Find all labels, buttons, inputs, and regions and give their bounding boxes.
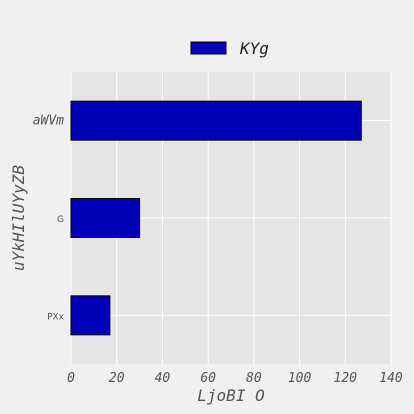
x-tick-label: 40: [155, 371, 171, 386]
x-tick-label: 120: [334, 371, 358, 386]
x-tick-label: 140: [379, 371, 403, 386]
legend: KYg: [190, 39, 269, 58]
bar-g: [70, 198, 141, 238]
x-tick-labels: 0 20 40 60 80 100 120 140: [67, 371, 403, 386]
y-category-label: PXx: [47, 312, 65, 322]
bar-awvm: [70, 100, 362, 141]
bar-pxx: [70, 295, 111, 336]
x-axis-title: LjoBI O: [197, 386, 264, 405]
y-category-label: G: [57, 215, 64, 225]
bars: [70, 100, 362, 336]
x-tick-label: 0: [67, 371, 75, 386]
x-tick-label: 60: [200, 371, 216, 386]
y-axis-title: uYkHIlUYyZB: [9, 165, 28, 271]
x-tick-label: 20: [109, 371, 125, 386]
y-category-label: aWVm: [33, 114, 64, 129]
y-category-labels: aWVm G PXx: [33, 114, 65, 323]
legend-label-kyg: KYg: [239, 39, 269, 58]
x-tick-label: 100: [288, 371, 312, 386]
x-tick-label: 80: [246, 371, 262, 386]
legend-swatch-kyg: [190, 41, 227, 55]
